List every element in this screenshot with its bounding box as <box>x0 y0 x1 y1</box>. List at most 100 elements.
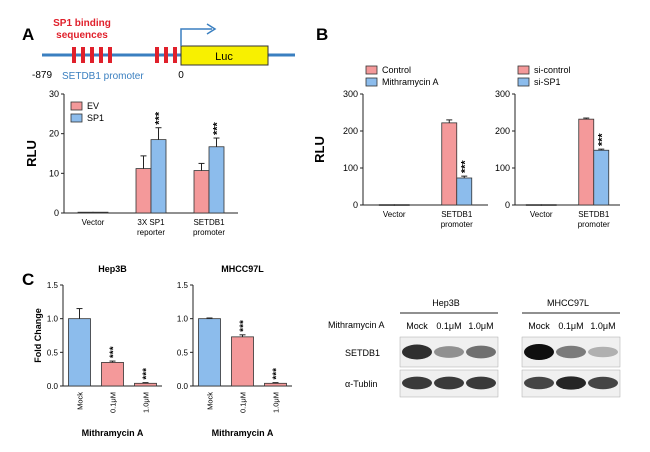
y-tick-label: 0 <box>505 200 510 210</box>
y-tick-label: 0 <box>353 200 358 210</box>
category-label: 0.1μM <box>109 392 118 413</box>
x-axis-label: Mithramycin A <box>212 428 274 438</box>
sp1-site-group <box>72 47 177 63</box>
bar <box>393 204 410 206</box>
band-tubulin <box>588 376 618 390</box>
bar <box>264 382 287 387</box>
y-tick-label: 200 <box>495 126 510 136</box>
legend-label: EV <box>87 101 99 111</box>
sp1-site-8 <box>173 47 177 63</box>
legend-swatch <box>70 101 83 111</box>
bar <box>77 211 94 214</box>
bar <box>441 122 458 206</box>
y-axis-label: RLU <box>24 140 39 167</box>
bar <box>150 139 167 214</box>
y-tick-label: 0.5 <box>177 348 189 357</box>
band-tubulin <box>556 376 586 390</box>
y-tick-label: 100 <box>343 163 358 173</box>
significance-label: *** <box>142 368 153 380</box>
luc-label: Luc <box>215 51 233 63</box>
category-label: SETDB1 <box>441 210 473 219</box>
category-label: promoter <box>193 228 225 237</box>
legend-label: Mithramycin A <box>382 77 439 87</box>
x-axis-label: Mithramycin A <box>82 428 144 438</box>
significance-label: *** <box>154 111 166 125</box>
bar <box>593 149 610 206</box>
y-tick-label: 1.0 <box>47 315 59 324</box>
y-tick-label: 0.0 <box>47 382 59 391</box>
category-label: Vector <box>530 210 553 219</box>
bar <box>456 177 473 206</box>
y-tick-label: 20 <box>49 129 59 139</box>
lane-label: Mock <box>406 321 428 331</box>
category-label: promoter <box>578 220 610 229</box>
legend-swatch <box>365 65 378 75</box>
category-label: Vector <box>383 210 406 219</box>
luc-box <box>180 45 269 66</box>
tss-arrow-line <box>180 28 212 46</box>
band-tubulin <box>434 376 464 390</box>
cell-line-mhcc97l: MHCC97L <box>547 298 589 308</box>
bar <box>378 204 395 206</box>
category-label: Vector <box>82 218 105 227</box>
bar <box>231 336 254 387</box>
y-tick-label: 30 <box>49 89 59 99</box>
chart-c-mhcc97l: 0.0 0.5 1.0 1.5 MHCC97L Mithramycin A Mock *** 0… <box>177 264 292 438</box>
band-setdb1 <box>434 346 464 358</box>
bar <box>193 170 210 214</box>
y-tick-label: 1.5 <box>47 281 59 290</box>
lane-label-group: Mock 0.1μM 1.0μM Mock 0.1μM 1.0μM <box>406 321 615 331</box>
bar <box>92 211 109 214</box>
protein-label-tubulin: α-Tublin <box>345 379 377 389</box>
position-start: -879 <box>32 70 52 81</box>
category-label: 0.1μM <box>239 392 248 413</box>
y-tick-label: 1.5 <box>177 281 189 290</box>
lane-label: 1.0μM <box>468 321 493 331</box>
category-label: Mock <box>206 392 215 410</box>
significance-label: *** <box>212 121 224 135</box>
sp1-site-2 <box>81 47 85 63</box>
band-setdb1 <box>524 344 554 360</box>
y-tick-label: 200 <box>343 126 358 136</box>
bar <box>208 146 225 214</box>
bar <box>540 204 557 206</box>
y-axis-label: Fold Change <box>33 308 43 363</box>
band-tubulin <box>466 376 496 390</box>
y-tick-label: 1.0 <box>177 315 189 324</box>
band-group <box>402 344 618 390</box>
band-setdb1 <box>588 346 618 358</box>
cell-line-hep3b: Hep3B <box>432 298 460 308</box>
binding-label-line2: sequences <box>56 30 108 41</box>
sp1-site-1 <box>72 47 76 63</box>
bar <box>525 204 542 206</box>
sp1-site-7 <box>164 47 168 63</box>
chart-c-hep3b: 0.0 0.5 1.0 1.5 Fold Change Hep3B Mithramycin … <box>33 264 162 438</box>
bar <box>101 362 124 387</box>
chart-title: MHCC97L <box>221 264 264 274</box>
sp1-site-5 <box>108 47 112 63</box>
y-tick-label: 0 <box>54 208 59 218</box>
band-setdb1 <box>466 345 496 359</box>
bar <box>135 168 152 214</box>
y-tick-label: 0.0 <box>177 382 189 391</box>
band-tubulin <box>402 376 432 390</box>
panel-letter-a: A <box>22 25 34 44</box>
legend-label: si-control <box>534 65 571 75</box>
category-label: SETDB1 <box>193 218 225 227</box>
promoter-label: SETDB1 promoter <box>62 71 144 82</box>
western-blot: Mithramycin A Hep3B MHCC97L Mock 0.1μM 1.0… <box>328 298 621 398</box>
significance-label: *** <box>459 160 471 174</box>
legend-label: SP1 <box>87 113 104 123</box>
legend-swatch <box>517 77 530 87</box>
significance-label: *** <box>109 346 120 358</box>
treatment-label: Mithramycin A <box>328 320 385 330</box>
y-tick-label: 300 <box>495 89 510 99</box>
bar <box>198 318 221 387</box>
legend-label: Control <box>382 65 411 75</box>
band-setdb1 <box>556 345 586 359</box>
category-label: reporter <box>137 228 165 237</box>
lane-label: Mock <box>528 321 550 331</box>
significance-label: *** <box>596 133 608 147</box>
